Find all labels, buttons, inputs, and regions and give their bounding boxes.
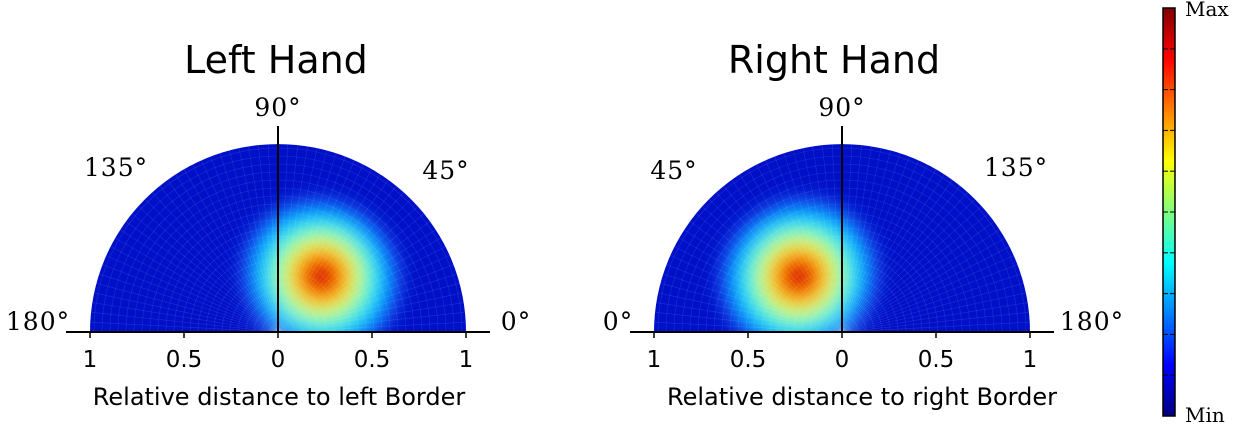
colorbar-max-label: Max	[1185, 0, 1229, 21]
x-tick-label: 0.5	[354, 347, 391, 373]
left-angle-label-135: 135°	[84, 153, 148, 182]
left-angle-label-180: 180°	[6, 307, 70, 336]
colorbar-ticks	[1163, 48, 1175, 376]
x-tick-label: 1	[1023, 347, 1038, 373]
left-x-axis-label: Relative distance to left Border	[93, 383, 466, 411]
x-tick-label: 0	[271, 347, 286, 373]
x-tick-label: 0.5	[918, 347, 955, 373]
heatmap-hotspot	[242, 198, 400, 332]
x-tick-label: 0.5	[166, 347, 203, 373]
x-tick-label: 0	[835, 347, 850, 373]
right-hand-panel: Right Hand 1 0.5 0 0.5 1 0° 45° 90° 135° 180…	[603, 38, 1124, 411]
right-angle-label-90: 90°	[818, 93, 865, 122]
right-angle-label-135: 135°	[984, 153, 1048, 182]
left-angle-label-45: 45°	[422, 156, 469, 185]
right-angle-label-45: 45°	[650, 156, 697, 185]
left-angle-label-90: 90°	[254, 93, 301, 122]
heatmap-hotspot	[720, 198, 878, 332]
left-chart-title: Left Hand	[184, 38, 368, 82]
right-x-axis-label: Relative distance to right Border	[667, 383, 1057, 411]
x-tick-label: 1	[83, 347, 98, 373]
left-angle-label-0: 0°	[501, 307, 531, 336]
x-tick-label: 1	[647, 347, 662, 373]
right-angle-label-0: 0°	[603, 307, 633, 336]
right-x-ticks: 1 0.5 0 0.5 1	[647, 332, 1038, 373]
right-angle-label-180: 180°	[1060, 307, 1124, 336]
x-tick-label: 1	[459, 347, 474, 373]
colorbar: Max Min	[1162, 0, 1229, 425]
colorbar-min-label: Min	[1185, 403, 1225, 425]
left-x-ticks: 1 0.5 0 0.5 1	[83, 332, 474, 373]
left-hand-panel: Left Hand 1 0.5 0 0.5 1 180° 135° 90° 45° 0°…	[6, 38, 531, 411]
right-chart-title: Right Hand	[728, 38, 940, 82]
x-tick-label: 0.5	[730, 347, 767, 373]
polar-mesh	[90, 144, 466, 332]
